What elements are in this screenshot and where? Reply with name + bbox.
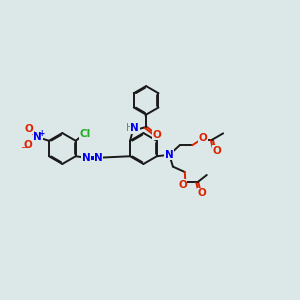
Text: −: − xyxy=(20,142,27,151)
Text: O: O xyxy=(24,140,32,150)
Text: N: N xyxy=(165,150,174,160)
Text: N: N xyxy=(94,153,103,163)
Text: O: O xyxy=(152,130,161,140)
Text: O: O xyxy=(199,134,207,143)
Text: N: N xyxy=(33,132,42,142)
Text: H: H xyxy=(126,123,134,133)
Text: +: + xyxy=(38,129,45,138)
Text: O: O xyxy=(25,124,34,134)
Text: N: N xyxy=(82,153,91,163)
Text: O: O xyxy=(212,146,221,156)
Text: O: O xyxy=(198,188,206,198)
Text: O: O xyxy=(178,180,187,190)
Text: N: N xyxy=(130,123,139,133)
Text: Cl: Cl xyxy=(80,129,91,139)
